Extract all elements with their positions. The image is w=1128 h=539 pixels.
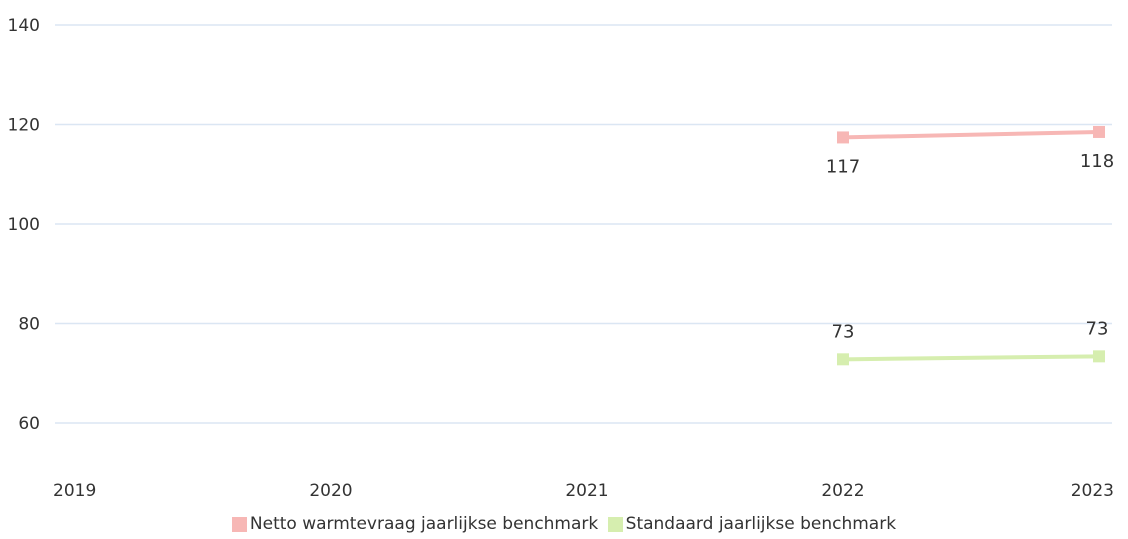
x-tick-label-2019: 2019 [53, 481, 96, 501]
x-tick-label-2022: 2022 [821, 481, 864, 501]
legend-item-netto[interactable]: Netto warmtevraag jaarlijkse benchmark [231, 514, 599, 534]
x-tick-label-2020: 2020 [309, 481, 352, 501]
legend-label-standaard: Standaard jaarlijkse benchmark [625, 514, 897, 534]
legend: Netto warmtevraag jaarlijkse benchmark S… [0, 514, 1128, 537]
series-line-1 [842, 354, 1100, 362]
series-line-0 [842, 129, 1100, 140]
data-point-s1-2022 [837, 353, 849, 366]
data-point-s0-2022 [837, 131, 849, 144]
x-tick-label-2023: 2023 [1071, 481, 1114, 501]
y-tick-label-100: 100 [8, 215, 40, 235]
data-label-s1-2022: 73 [832, 321, 855, 342]
legend-swatch-netto [231, 516, 247, 532]
y-tick-label-80: 80 [18, 315, 40, 335]
data-label-s0-2022: 117 [826, 156, 860, 177]
legend-swatch-standaard [607, 516, 623, 532]
data-label-s0-2023: 118 [1080, 151, 1114, 172]
y-tick-label-60: 60 [18, 414, 40, 434]
legend-label-netto: Netto warmtevraag jaarlijkse benchmark [249, 514, 599, 534]
y-tick-label-120: 120 [8, 116, 40, 136]
chart-plot-area: 60 80 100 120 140 2019 2020 2021 2022 2023 117 118 7… [8, 16, 1115, 501]
y-tick-label-140: 140 [8, 16, 40, 36]
data-point-s0-2023 [1093, 125, 1105, 138]
legend-item-standaard[interactable]: Standaard jaarlijkse benchmark [607, 514, 897, 534]
x-tick-label-2021: 2021 [565, 481, 608, 501]
data-label-s1-2023: 73 [1086, 318, 1109, 339]
data-point-s1-2023 [1093, 350, 1105, 363]
